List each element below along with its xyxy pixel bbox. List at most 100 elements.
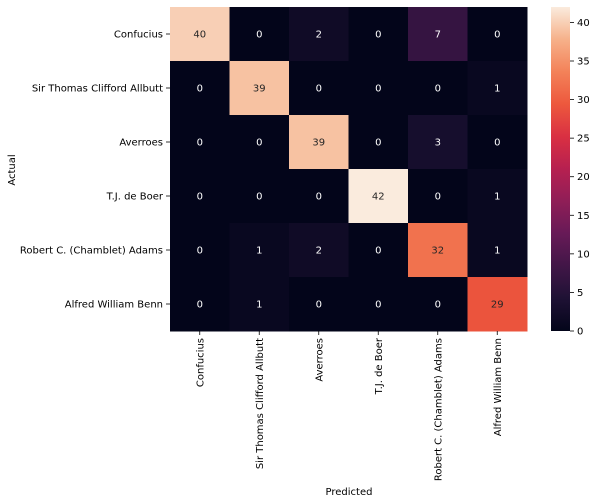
- cell-value-label: 0: [316, 84, 322, 95]
- cell-value-label: 0: [256, 30, 262, 41]
- y-tick-label: Confucius: [114, 30, 163, 41]
- cell-value-label: 1: [494, 192, 500, 203]
- heatmap-cell: [229, 277, 290, 332]
- cell-value-label: 0: [197, 300, 203, 311]
- cell-value-label: 3: [435, 138, 441, 149]
- cell-value-label: 32: [431, 246, 444, 257]
- colorbar-ticks: 0 5 10 15 20 25 30 35 40: [570, 18, 590, 338]
- heatmap-cell: [289, 7, 349, 62]
- heatmap-cell: [348, 7, 409, 62]
- cell-value-label: 0: [435, 84, 441, 95]
- cell-value-label: 0: [375, 246, 381, 257]
- x-axis-label: Predicted: [326, 487, 373, 498]
- cell-value-label: 1: [494, 246, 500, 257]
- x-tick-label: Alfred William Benn: [493, 338, 504, 436]
- heatmap-cell: [348, 277, 409, 332]
- heatmap-cell: [170, 169, 230, 224]
- cell-value-label: 0: [435, 192, 441, 203]
- cell-value-label: 0: [256, 192, 262, 203]
- cell-value-label: 0: [197, 84, 203, 95]
- heatmap-cell: [467, 169, 528, 224]
- heatmap-cell: [467, 61, 528, 116]
- heatmap-cell: [289, 61, 349, 116]
- colorbar-tick-label: 25: [577, 134, 590, 145]
- heatmap-cell: [170, 277, 230, 332]
- heatmap-cell: [348, 169, 409, 224]
- heatmap-cell: [408, 7, 468, 62]
- x-axis-ticks: Confucius Sir Thomas Clifford Allbutt Aver…: [195, 331, 504, 481]
- cell-value-label: 40: [193, 30, 206, 41]
- colorbar: [551, 7, 570, 331]
- colorbar-tick-label: 40: [577, 18, 590, 29]
- y-tick-label: T.J. de Boer: [106, 192, 164, 203]
- cell-value-label: 1: [256, 300, 262, 311]
- cell-value-label: 0: [316, 300, 322, 311]
- x-tick-label: Robert C. (Chamblet) Adams: [433, 338, 444, 481]
- cell-value-label: 39: [312, 138, 325, 149]
- heatmap-cell: [289, 277, 349, 332]
- heatmap-cell: [348, 61, 409, 116]
- heatmap-cell: [348, 223, 409, 278]
- x-tick-label: T.J. de Boer: [374, 337, 385, 395]
- heatmap-cell: [408, 169, 468, 224]
- cell-value-label: 7: [435, 30, 441, 41]
- cell-value-label: 0: [375, 30, 381, 41]
- heatmap-cell: [408, 115, 468, 170]
- cell-value-label: 0: [256, 138, 262, 149]
- heatmap-cell: [170, 7, 230, 62]
- y-tick-label: Robert C. (Chamblet) Adams: [20, 246, 163, 257]
- y-tick-label: Alfred William Benn: [65, 300, 163, 311]
- colorbar-tick-label: 35: [577, 57, 590, 68]
- heatmap-cell: [348, 115, 409, 170]
- y-axis-label: Actual: [7, 154, 18, 185]
- x-tick-label: Confucius: [195, 338, 206, 387]
- cell-value-label: 0: [197, 192, 203, 203]
- heatmap-cell: [408, 61, 468, 116]
- cell-value-label: 1: [256, 246, 262, 257]
- heatmap-cells: [170, 7, 528, 332]
- y-tick-label: Sir Thomas Clifford Allbutt: [32, 84, 163, 95]
- cell-value-label: 0: [494, 138, 500, 149]
- colorbar-tick-label: 15: [577, 211, 590, 222]
- heatmap-cell: [229, 169, 290, 224]
- colorbar-tick-label: 5: [577, 288, 583, 299]
- cell-value-label: 29: [491, 300, 504, 311]
- heatmap-cell: [467, 7, 528, 62]
- x-tick-label: Averroes: [314, 338, 325, 382]
- cell-value-label: 2: [316, 246, 322, 257]
- cell-value-label: 2: [316, 30, 322, 41]
- heatmap-cell: [467, 115, 528, 170]
- heatmap-cell: [467, 223, 528, 278]
- heatmap-cell: [408, 277, 468, 332]
- cell-value-label: 0: [375, 84, 381, 95]
- colorbar-tick-label: 20: [577, 172, 590, 183]
- colorbar-tick-label: 30: [577, 95, 590, 106]
- colorbar-tick-label: 0: [577, 327, 583, 338]
- heatmap-cell: [229, 61, 290, 116]
- cell-value-label: 1: [494, 84, 500, 95]
- heatmap-cell-labels: 40 0 2 0 7 0 0 39 0 0 0 1 0 0 39 0 3 0 0 0 0 42 0 1 0 1 2 0 32 1 0 1 0 0 0…: [193, 30, 503, 311]
- heatmap-cell: [170, 115, 230, 170]
- heatmap-cell: [229, 115, 290, 170]
- cell-value-label: 0: [435, 300, 441, 311]
- cell-value-label: 42: [372, 192, 385, 203]
- heatmap-cell: [289, 223, 349, 278]
- cell-value-label: 0: [375, 300, 381, 311]
- heatmap-cell: [229, 223, 290, 278]
- colorbar-tick-label: 10: [577, 249, 590, 260]
- y-tick-label: Averroes: [119, 138, 163, 149]
- heatmap-cell: [289, 169, 349, 224]
- heatmap-cell: [229, 7, 290, 62]
- cell-value-label: 0: [316, 192, 322, 203]
- heatmap-cell: [170, 223, 230, 278]
- cell-value-label: 39: [253, 84, 266, 95]
- x-tick-label: Sir Thomas Clifford Allbutt: [255, 338, 266, 469]
- cell-value-label: 0: [197, 246, 203, 257]
- heatmap-cell: [467, 277, 528, 332]
- y-axis-ticks: Confucius Sir Thomas Clifford Allbutt Aver…: [20, 30, 170, 311]
- heatmap-cell: [408, 223, 468, 278]
- cell-value-label: 0: [375, 138, 381, 149]
- cell-value-label: 0: [494, 30, 500, 41]
- cell-value-label: 0: [197, 138, 203, 149]
